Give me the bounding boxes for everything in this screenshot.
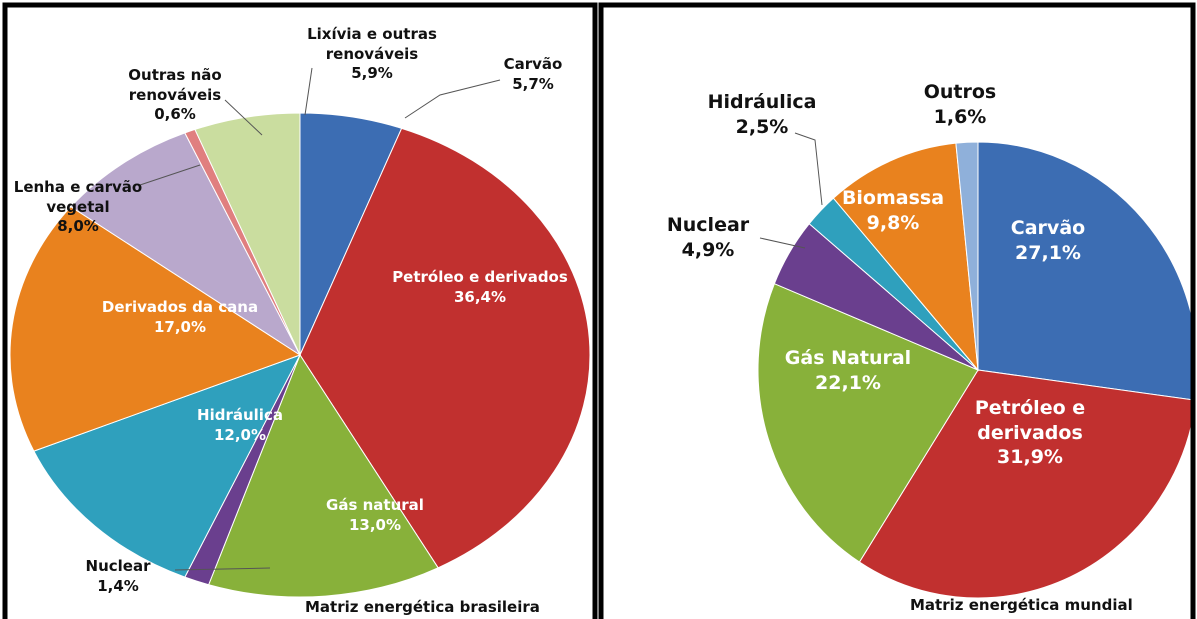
category-label: Petróleo e derivados: [950, 396, 1110, 445]
category-label: Nuclear: [653, 213, 763, 238]
chart-title: Matriz energética brasileira: [305, 598, 540, 616]
value-label: 5,9%: [292, 64, 452, 84]
category-label: Lenha e carvão vegetal: [3, 178, 153, 217]
category-label: Outras não renováveis: [110, 66, 240, 105]
value-label: 17,0%: [90, 318, 270, 338]
value-label: 9,8%: [833, 211, 953, 236]
value-label: 8,0%: [3, 217, 153, 237]
chart-title: Matriz energética mundial: [910, 596, 1133, 614]
value-label: 2,5%: [697, 115, 827, 140]
value-label: 5,7%: [493, 75, 573, 95]
value-label: 12,0%: [180, 426, 300, 446]
category-label: Gás natural: [310, 496, 440, 516]
value-label: 1,6%: [915, 105, 1005, 130]
value-label: 0,6%: [110, 105, 240, 125]
category-label: Hidráulica: [697, 90, 827, 115]
pie-slice: [978, 142, 1197, 400]
page: Matriz energética brasileira Matriz ener…: [0, 0, 1197, 619]
value-label: 4,9%: [653, 238, 763, 263]
category-label: Lixívia e outras renováveis: [292, 25, 452, 64]
value-label: 22,1%: [768, 371, 928, 396]
category-label: Hidráulica: [180, 406, 300, 426]
value-label: 1,4%: [78, 577, 158, 597]
category-label: Nuclear: [78, 557, 158, 577]
value-label: 27,1%: [983, 241, 1113, 266]
value-label: 36,4%: [380, 288, 580, 308]
value-label: 31,9%: [950, 445, 1110, 470]
category-label: Gás Natural: [768, 346, 928, 371]
category-label: Biomassa: [833, 186, 953, 211]
category-label: Carvão: [493, 55, 573, 75]
category-label: Petróleo e derivados: [380, 268, 580, 288]
value-label: 13,0%: [310, 516, 440, 536]
category-label: Carvão: [983, 216, 1113, 241]
category-label: Outros: [915, 80, 1005, 105]
category-label: Derivados da cana: [90, 298, 270, 318]
